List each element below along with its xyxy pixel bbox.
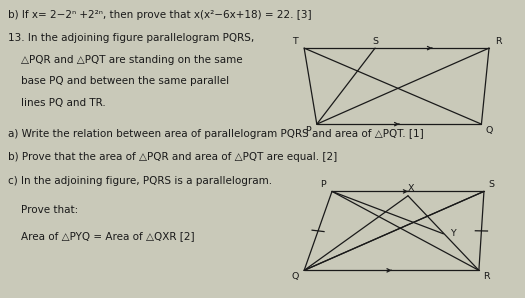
Text: Prove that:: Prove that: bbox=[8, 205, 78, 215]
Text: a) Write the relation between area of parallelogram PQRS and area of △PQT. [1]: a) Write the relation between area of pa… bbox=[8, 128, 424, 139]
Text: R: R bbox=[483, 272, 490, 281]
Text: P: P bbox=[305, 125, 311, 135]
Text: T: T bbox=[292, 37, 298, 46]
Text: Area of △PYQ = Area of △QXR [2]: Area of △PYQ = Area of △QXR [2] bbox=[8, 231, 194, 241]
Text: P: P bbox=[320, 180, 326, 189]
Text: Q: Q bbox=[485, 125, 492, 135]
Text: b) If x= 2−2ⁿ +2²ⁿ, then prove that x(x²−6x+18) = 22. [3]: b) If x= 2−2ⁿ +2²ⁿ, then prove that x(x²… bbox=[8, 10, 311, 20]
Text: lines PQ and TR.: lines PQ and TR. bbox=[8, 97, 106, 108]
Text: R: R bbox=[495, 37, 501, 46]
Text: X: X bbox=[407, 184, 414, 193]
Text: S: S bbox=[489, 180, 495, 189]
Text: Q: Q bbox=[291, 272, 299, 281]
Text: c) In the adjoining figure, PQRS is a parallelogram.: c) In the adjoining figure, PQRS is a pa… bbox=[8, 176, 272, 186]
Text: S: S bbox=[372, 37, 378, 46]
Text: b) Prove that the area of △PQR and area of △PQT are equal. [2]: b) Prove that the area of △PQR and area … bbox=[8, 152, 337, 162]
Text: Y: Y bbox=[450, 229, 455, 238]
Text: 13. In the adjoining figure parallelogram PQRS,: 13. In the adjoining figure parallelogra… bbox=[8, 33, 254, 44]
Text: base PQ and between the same parallel: base PQ and between the same parallel bbox=[8, 77, 229, 86]
Text: △PQR and △PQT are standing on the same: △PQR and △PQT are standing on the same bbox=[8, 55, 243, 66]
